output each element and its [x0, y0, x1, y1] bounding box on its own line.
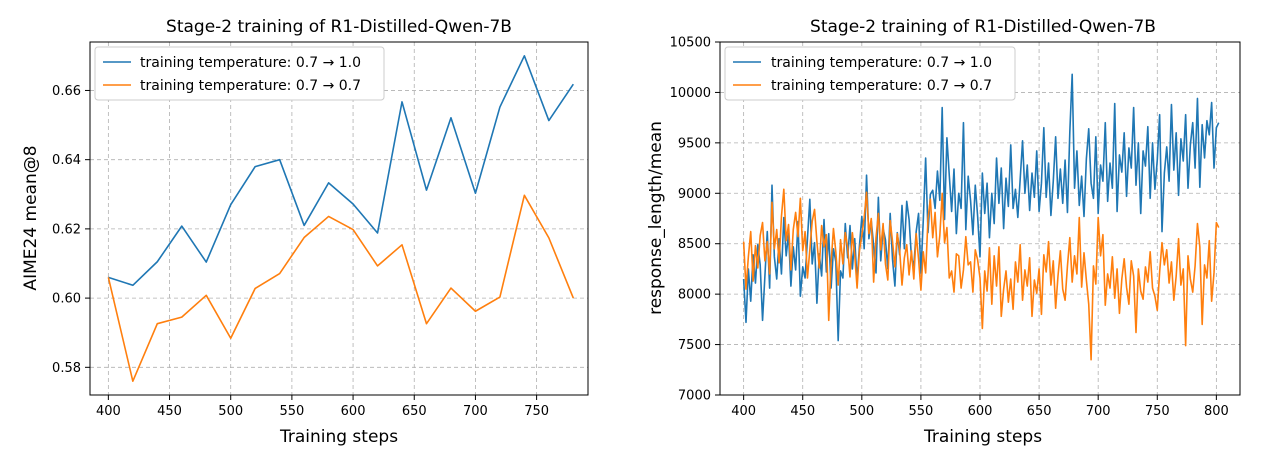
- y-tick-label: 9000: [678, 187, 711, 202]
- y-tick-label: 0.58: [52, 361, 81, 376]
- x-axis-label: Training steps: [923, 427, 1042, 447]
- chart-response-length: Stage-2 training of R1-Distilled-Qwen-7B…: [646, 17, 1241, 447]
- legend-label-series-1: training temperature: 0.7 → 1.0: [140, 55, 361, 71]
- x-tick-label: 700: [1086, 404, 1111, 419]
- chart-aime24: Stage-2 training of R1-Distilled-Qwen-7B…: [21, 17, 589, 447]
- legend-box: [94, 46, 385, 101]
- y-tick-label: 8000: [678, 288, 711, 303]
- legend-label-series-2: training temperature: 0.7 → 0.7: [140, 78, 361, 94]
- x-tick-label: 550: [908, 404, 933, 419]
- x-tick-label: 400: [96, 404, 121, 419]
- x-axis-ticks: 400 450 500 550 600 650 700 750 800: [731, 395, 1229, 419]
- x-tick-label: 450: [157, 404, 182, 419]
- x-tick-label: 650: [1027, 404, 1052, 419]
- x-tick-label: 600: [968, 404, 993, 419]
- y-tick-label: 0.62: [52, 222, 81, 237]
- legend-box: [724, 46, 1016, 101]
- series-line-2: [742, 188, 1220, 361]
- plot-frame: [89, 41, 589, 396]
- series-lines: [742, 73, 1220, 361]
- y-tick-label: 0.60: [52, 292, 81, 307]
- x-tick-label: 750: [1145, 404, 1170, 419]
- y-tick-label: 7000: [678, 389, 711, 404]
- y-axis-ticks: 7000 7500 8000 8500 9000 9500 10000 10500: [670, 36, 720, 404]
- y-tick-label: 0.64: [52, 153, 81, 168]
- y-tick-label: 10500: [670, 36, 711, 51]
- y-tick-label: 10000: [670, 86, 711, 101]
- x-tick-label: 650: [402, 404, 427, 419]
- x-tick-label: 700: [463, 404, 488, 419]
- legend-label-series-1: training temperature: 0.7 → 1.0: [771, 55, 992, 71]
- legend-label-series-2: training temperature: 0.7 → 0.7: [771, 78, 992, 94]
- chart-title: Stage-2 training of R1-Distilled-Qwen-7B: [166, 17, 512, 37]
- x-tick-label: 550: [279, 404, 304, 419]
- x-tick-label: 450: [790, 404, 815, 419]
- series-line-1: [742, 73, 1220, 342]
- y-tick-label: 7500: [678, 338, 711, 353]
- series-line-2: [107, 194, 575, 382]
- x-tick-label: 600: [341, 404, 366, 419]
- grid: [90, 42, 588, 395]
- y-axis-ticks: 0.58 0.60 0.62 0.64 0.66: [52, 84, 90, 376]
- x-tick-label: 400: [731, 404, 756, 419]
- y-tick-label: 8500: [678, 237, 711, 252]
- x-tick-label: 500: [218, 404, 243, 419]
- series-line-1: [108, 55, 574, 287]
- x-tick-label: 800: [1204, 404, 1229, 419]
- y-axis-label: AIME24 mean@8: [21, 145, 41, 290]
- y-tick-label: 9500: [678, 136, 711, 151]
- y-axis-label: response_length/mean: [646, 121, 666, 315]
- y-tick-label: 0.66: [52, 84, 81, 99]
- x-axis-ticks: 400 450 500 550 600 650 700 750: [96, 395, 549, 419]
- chart-title: Stage-2 training of R1-Distilled-Qwen-7B: [810, 17, 1156, 37]
- x-axis-label: Training steps: [279, 427, 398, 447]
- x-tick-label: 750: [524, 404, 549, 419]
- series-lines: [107, 55, 575, 382]
- legend: training temperature: 0.7 → 1.0 training…: [724, 46, 1016, 101]
- legend: training temperature: 0.7 → 1.0 training…: [94, 46, 385, 101]
- x-tick-label: 500: [849, 404, 874, 419]
